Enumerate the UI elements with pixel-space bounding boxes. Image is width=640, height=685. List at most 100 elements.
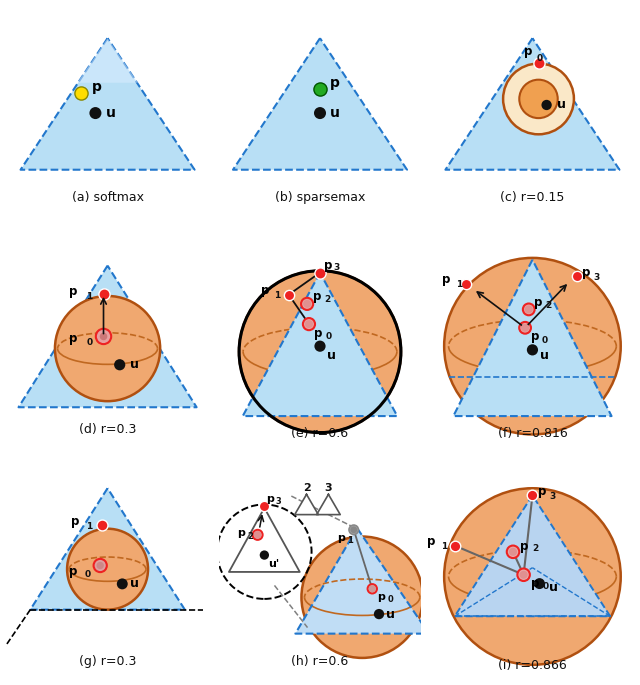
Text: p: p xyxy=(261,284,269,297)
Circle shape xyxy=(367,584,377,593)
Text: p: p xyxy=(582,266,591,279)
Text: 0: 0 xyxy=(86,338,92,347)
Text: u: u xyxy=(548,581,557,594)
Point xyxy=(259,549,269,560)
Text: (f) r=0.816: (f) r=0.816 xyxy=(497,427,567,440)
Text: 0: 0 xyxy=(326,332,332,341)
Text: p: p xyxy=(266,495,274,504)
Circle shape xyxy=(55,296,160,401)
Text: 1: 1 xyxy=(441,543,447,551)
Text: 1: 1 xyxy=(348,536,353,545)
Text: u: u xyxy=(540,349,548,362)
Circle shape xyxy=(239,271,401,433)
Point xyxy=(117,578,127,589)
Point xyxy=(527,490,538,501)
Text: u: u xyxy=(386,608,395,621)
Point xyxy=(374,608,384,619)
Circle shape xyxy=(444,258,621,434)
Polygon shape xyxy=(233,38,407,170)
Point xyxy=(97,519,107,530)
Text: 0: 0 xyxy=(543,582,548,591)
Circle shape xyxy=(301,536,423,658)
Point xyxy=(315,84,325,95)
Text: (d) r=0.3: (d) r=0.3 xyxy=(79,423,136,436)
Circle shape xyxy=(519,322,531,334)
Text: p: p xyxy=(337,533,345,543)
Text: p: p xyxy=(427,536,436,549)
Text: 1: 1 xyxy=(456,280,462,289)
Text: 2: 2 xyxy=(303,483,310,493)
Text: 3: 3 xyxy=(593,273,600,282)
Point xyxy=(367,584,378,595)
Circle shape xyxy=(444,488,621,665)
Text: 3: 3 xyxy=(549,492,556,501)
Text: 2: 2 xyxy=(546,301,552,310)
Text: 0: 0 xyxy=(536,54,543,64)
Text: u': u' xyxy=(268,558,279,569)
Text: (i) r=0.866: (i) r=0.866 xyxy=(498,659,567,672)
Polygon shape xyxy=(294,495,318,514)
Point xyxy=(253,530,263,540)
Point xyxy=(302,299,312,310)
Text: u: u xyxy=(327,349,336,362)
Point xyxy=(95,560,106,571)
Polygon shape xyxy=(30,488,185,610)
Point xyxy=(76,88,86,99)
Circle shape xyxy=(253,530,262,540)
Text: p: p xyxy=(442,273,451,286)
Circle shape xyxy=(349,525,358,534)
Circle shape xyxy=(96,329,111,344)
Text: p: p xyxy=(69,286,77,299)
Point xyxy=(315,340,325,351)
Text: (e) r=0.6: (e) r=0.6 xyxy=(291,427,349,440)
Point xyxy=(534,578,545,589)
Point xyxy=(520,323,530,334)
Circle shape xyxy=(67,529,148,610)
Polygon shape xyxy=(243,273,397,416)
Text: 0: 0 xyxy=(84,570,91,579)
Text: u: u xyxy=(330,106,340,120)
Text: (h) r=0.6: (h) r=0.6 xyxy=(291,655,349,668)
Circle shape xyxy=(93,559,107,572)
Point xyxy=(518,569,529,580)
Circle shape xyxy=(507,545,519,558)
Text: p: p xyxy=(92,79,101,94)
Text: p: p xyxy=(69,332,77,345)
Point xyxy=(527,345,538,356)
Point xyxy=(533,58,543,69)
Polygon shape xyxy=(77,38,138,83)
Polygon shape xyxy=(453,260,612,416)
Text: 2: 2 xyxy=(248,532,253,540)
Text: p: p xyxy=(71,515,79,528)
Text: p: p xyxy=(69,564,77,577)
Circle shape xyxy=(301,298,313,310)
Polygon shape xyxy=(296,528,429,634)
Circle shape xyxy=(523,303,534,315)
Text: 3: 3 xyxy=(324,483,332,493)
Point xyxy=(508,547,518,558)
Text: 3: 3 xyxy=(275,497,281,506)
Text: (a) softmax: (a) softmax xyxy=(72,191,143,204)
Text: p: p xyxy=(531,330,539,343)
Polygon shape xyxy=(455,495,610,616)
Point xyxy=(541,99,552,110)
Point xyxy=(99,331,109,342)
Circle shape xyxy=(519,79,557,118)
Polygon shape xyxy=(20,38,195,170)
Point xyxy=(524,304,534,315)
Point xyxy=(90,108,100,119)
Point xyxy=(304,319,314,329)
Text: p: p xyxy=(324,259,332,272)
Point xyxy=(349,524,359,535)
Text: u: u xyxy=(106,106,115,120)
Polygon shape xyxy=(19,266,196,408)
Point xyxy=(315,108,325,119)
Text: p: p xyxy=(314,327,323,340)
Text: p: p xyxy=(538,485,547,498)
Text: p: p xyxy=(531,577,540,590)
Text: p: p xyxy=(237,528,245,538)
Text: 0: 0 xyxy=(542,336,548,345)
Point xyxy=(259,501,269,512)
Text: 2: 2 xyxy=(324,295,330,304)
Text: p: p xyxy=(520,540,529,553)
